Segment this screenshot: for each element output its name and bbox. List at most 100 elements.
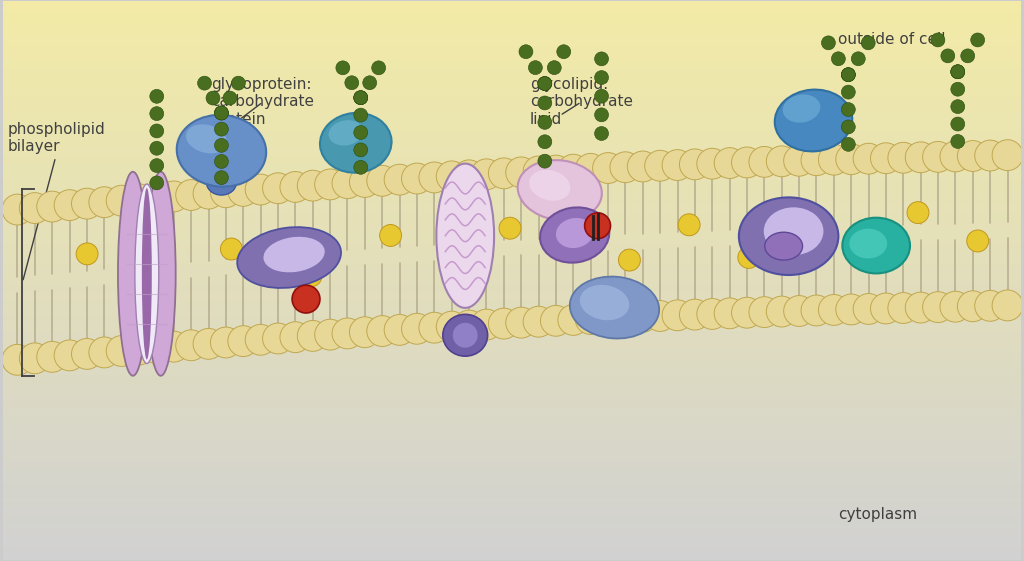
Circle shape: [372, 61, 386, 75]
Bar: [2, 521, 1022, 523]
Bar: [2, 80, 1022, 82]
Bar: [2, 295, 1022, 297]
Circle shape: [861, 36, 876, 50]
Circle shape: [905, 292, 936, 323]
Circle shape: [89, 337, 120, 368]
Ellipse shape: [540, 208, 609, 263]
Ellipse shape: [319, 113, 391, 173]
Bar: [2, 523, 1022, 526]
Bar: [2, 217, 1022, 219]
Bar: [2, 244, 1022, 247]
Circle shape: [870, 143, 901, 174]
Circle shape: [419, 312, 450, 343]
Bar: [2, 434, 1022, 437]
Ellipse shape: [765, 232, 803, 260]
Bar: [2, 152, 1022, 155]
Circle shape: [150, 176, 164, 190]
Bar: [2, 557, 1022, 560]
Circle shape: [367, 165, 397, 196]
Bar: [2, 77, 1022, 80]
Circle shape: [628, 151, 658, 182]
Ellipse shape: [442, 314, 487, 356]
Bar: [2, 529, 1022, 532]
Circle shape: [150, 141, 164, 155]
Bar: [2, 35, 1022, 38]
Bar: [2, 43, 1022, 46]
Bar: [2, 546, 1022, 549]
Bar: [2, 429, 1022, 431]
Bar: [2, 57, 1022, 60]
Circle shape: [2, 344, 33, 375]
Circle shape: [336, 61, 350, 75]
Circle shape: [37, 342, 68, 373]
Circle shape: [72, 338, 102, 369]
Circle shape: [454, 310, 484, 341]
Bar: [2, 445, 1022, 448]
Circle shape: [957, 291, 988, 321]
Bar: [2, 258, 1022, 261]
Circle shape: [141, 333, 172, 364]
Bar: [2, 135, 1022, 138]
Bar: [2, 191, 1022, 194]
Bar: [2, 370, 1022, 373]
Circle shape: [593, 303, 624, 334]
Bar: [2, 470, 1022, 473]
Circle shape: [610, 302, 641, 333]
Bar: [2, 337, 1022, 339]
Bar: [2, 186, 1022, 188]
Bar: [2, 224, 1022, 227]
Bar: [2, 537, 1022, 540]
Circle shape: [353, 91, 368, 105]
Bar: [2, 493, 1022, 495]
Circle shape: [280, 172, 311, 203]
Bar: [2, 208, 1022, 211]
Bar: [2, 278, 1022, 280]
Circle shape: [538, 116, 552, 130]
Bar: [2, 395, 1022, 398]
Bar: [2, 540, 1022, 543]
Circle shape: [454, 160, 484, 191]
Bar: [2, 495, 1022, 498]
Circle shape: [214, 139, 228, 152]
Circle shape: [923, 141, 953, 172]
Bar: [2, 108, 1022, 111]
Circle shape: [975, 291, 1006, 321]
Circle shape: [842, 68, 855, 82]
Circle shape: [818, 295, 849, 325]
Bar: [2, 222, 1022, 224]
Circle shape: [836, 144, 866, 174]
Ellipse shape: [569, 277, 659, 338]
Bar: [2, 476, 1022, 479]
Bar: [2, 180, 1022, 183]
Bar: [2, 443, 1022, 445]
Circle shape: [821, 36, 836, 50]
Bar: [2, 12, 1022, 15]
Circle shape: [818, 144, 849, 175]
Ellipse shape: [145, 172, 176, 376]
Bar: [2, 118, 1022, 121]
Bar: [2, 82, 1022, 85]
Bar: [2, 4, 1022, 7]
Bar: [2, 38, 1022, 40]
Circle shape: [223, 91, 237, 105]
Bar: [2, 88, 1022, 91]
Bar: [2, 141, 1022, 144]
Bar: [2, 238, 1022, 241]
Bar: [2, 367, 1022, 370]
Bar: [2, 339, 1022, 342]
Circle shape: [680, 149, 711, 180]
Bar: [2, 113, 1022, 116]
Bar: [2, 32, 1022, 35]
Ellipse shape: [843, 218, 910, 273]
Circle shape: [292, 285, 319, 313]
Bar: [2, 197, 1022, 200]
Circle shape: [538, 77, 552, 90]
Bar: [2, 174, 1022, 177]
Circle shape: [488, 308, 519, 339]
Circle shape: [150, 124, 164, 138]
Circle shape: [523, 306, 554, 337]
Text: glycolipid:
carbohydrate
lipid: glycolipid: carbohydrate lipid: [529, 77, 633, 127]
Circle shape: [300, 265, 322, 287]
Bar: [2, 350, 1022, 353]
Bar: [2, 303, 1022, 306]
